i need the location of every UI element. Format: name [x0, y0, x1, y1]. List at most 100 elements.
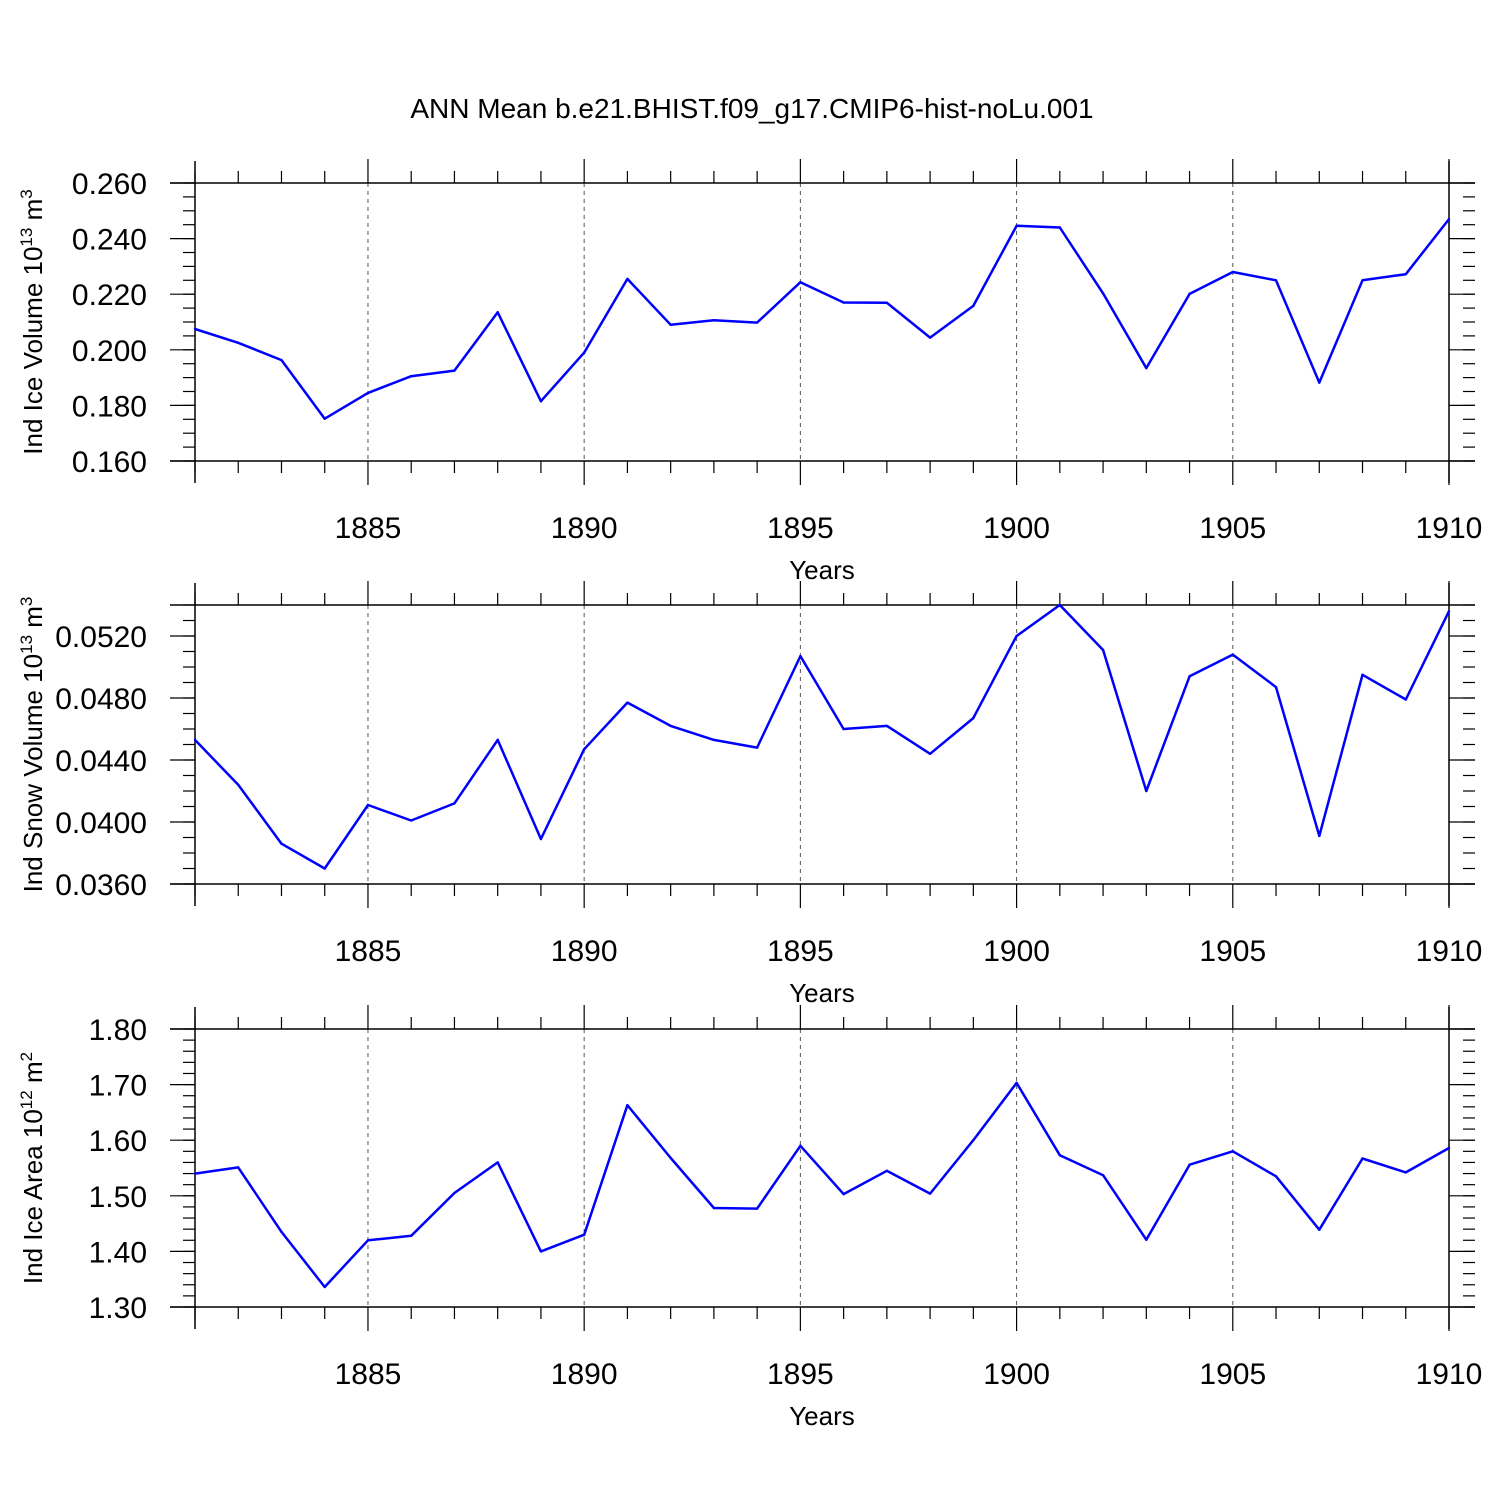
- x-tick-label: 1895: [767, 1358, 834, 1391]
- y-tick-label: 1.30: [89, 1292, 147, 1325]
- chart-panel-3: 1.30 1.40 1.50 1.60 1.70 1.80 1885 1890 1895 1900…: [17, 1005, 1482, 1431]
- data-point: [755, 321, 759, 324]
- y-axis-label: Ind Ice Volume 1013 m3: [17, 189, 48, 454]
- x-tick-label: 1895: [767, 512, 834, 545]
- y-axis-label-exponent: 13: [17, 635, 36, 654]
- y-axis-label-main: Ind Ice Area 10: [18, 1109, 48, 1284]
- y-tick-label: 1.40: [89, 1236, 147, 1269]
- y-tick-label: 1.70: [89, 1070, 147, 1103]
- y-axis-label-main: Ind Ice Volume 10: [18, 247, 48, 455]
- data-point: [323, 867, 326, 870]
- chart-panel-2: 0.0360 0.0400 0.0440 0.0480 0.0520 1885 1890 18…: [17, 581, 1482, 1008]
- data-point: [1404, 1171, 1407, 1174]
- series-line: [194, 218, 1450, 420]
- data-point: [928, 336, 932, 339]
- data-point: [1145, 789, 1148, 793]
- data-point: [1145, 366, 1148, 370]
- data-point: [453, 1191, 456, 1195]
- data-point: [280, 358, 283, 362]
- y-tick-label: 0.0480: [55, 683, 147, 716]
- y-axis-label-exponent: 13: [17, 228, 36, 247]
- x-axis-label: Years: [789, 978, 855, 1008]
- data-point: [410, 819, 413, 822]
- x-tick-label: 1885: [335, 512, 402, 545]
- data-point: [1101, 1174, 1105, 1177]
- data-point: [193, 738, 197, 742]
- x-tick-label: 1905: [1199, 1358, 1266, 1391]
- data-point: [366, 1239, 370, 1242]
- data-point: [1274, 279, 1278, 282]
- y-tick-label: 0.260: [72, 168, 147, 201]
- y-tick-label: 0.0520: [55, 621, 147, 654]
- data-point: [712, 319, 716, 322]
- y-tick-label: 0.180: [72, 390, 147, 423]
- x-tick-label: 1885: [335, 935, 402, 968]
- x-tick-label: 1905: [1199, 935, 1266, 968]
- y-tick-label: 1.50: [89, 1181, 147, 1214]
- data-point: [366, 803, 370, 807]
- x-tick-label: 1885: [335, 1358, 402, 1391]
- data-point: [1318, 834, 1321, 838]
- series-line: [194, 603, 1451, 870]
- data-point: [1188, 292, 1191, 296]
- data-point: [410, 375, 413, 378]
- y-axis-label: Ind Ice Area 1012 m2: [17, 1052, 48, 1284]
- data-point: [885, 724, 889, 728]
- data-point: [582, 351, 586, 354]
- y-axis-label-unit: m: [18, 1061, 48, 1090]
- data-point: [1101, 648, 1105, 652]
- data-point: [1318, 381, 1321, 384]
- y-tick-label: 0.220: [72, 279, 147, 312]
- data-point: [323, 1285, 326, 1289]
- y-axis-label-unit-exponent: 2: [17, 1052, 36, 1061]
- data-point: [1274, 685, 1278, 689]
- data-point: [1231, 270, 1234, 274]
- data-point: [1015, 1081, 1018, 1085]
- x-tick-label: 1890: [551, 1358, 618, 1391]
- x-tick-label: 1910: [1416, 512, 1483, 545]
- data-point: [539, 837, 543, 841]
- data-point: [1318, 1228, 1321, 1231]
- y-axis-label-unit: m: [18, 199, 48, 228]
- data-point: [496, 311, 499, 314]
- y-tick-label: 1.80: [89, 1014, 147, 1047]
- data-point: [1058, 603, 1062, 607]
- data-point: [1404, 698, 1407, 701]
- data-point: [453, 369, 456, 372]
- y-tick-label: 0.240: [72, 224, 147, 257]
- data-point: [842, 727, 845, 731]
- data-point: [1231, 653, 1234, 656]
- data-point: [280, 842, 283, 845]
- data-point: [366, 391, 370, 395]
- data-point: [842, 301, 845, 304]
- data-point: [755, 746, 759, 749]
- data-point: [237, 1166, 240, 1169]
- data-point: [1361, 673, 1364, 676]
- y-axis-label-main: Ind Snow Volume 10: [18, 654, 48, 893]
- y-tick-label: 0.0360: [55, 869, 147, 902]
- data-point: [1231, 1150, 1234, 1153]
- data-point: [1188, 675, 1191, 678]
- data-point: [323, 417, 326, 420]
- y-tick-label: 0.0400: [55, 807, 147, 840]
- y-tick-label: 0.200: [72, 335, 147, 368]
- data-point: [453, 802, 456, 805]
- data-point: [885, 1169, 889, 1172]
- x-tick-label: 1905: [1199, 512, 1266, 545]
- data-point: [410, 1234, 413, 1238]
- y-axis-label-unit-exponent: 3: [17, 189, 36, 198]
- data-point: [885, 301, 889, 305]
- y-tick-label: 1.60: [89, 1125, 147, 1158]
- data-point: [928, 1192, 932, 1195]
- data-point: [626, 277, 629, 281]
- data-point: [582, 747, 586, 751]
- y-tick-label: 0.160: [72, 446, 147, 479]
- y-axis-label-exponent: 12: [17, 1090, 36, 1109]
- chart-title: ANN Mean b.e21.BHIST.f09_g17.CMIP6-hist-…: [410, 93, 1093, 124]
- data-point: [1404, 272, 1407, 276]
- data-point: [972, 1139, 975, 1142]
- data-point: [626, 1103, 629, 1107]
- data-point: [539, 400, 543, 403]
- data-point: [669, 1156, 672, 1160]
